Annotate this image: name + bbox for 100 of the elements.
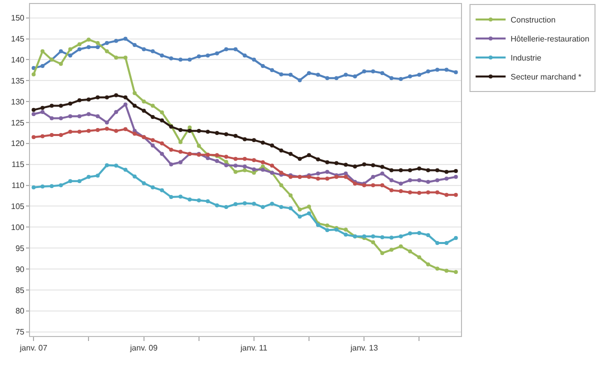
point — [306, 204, 311, 209]
point — [288, 72, 293, 77]
point — [104, 49, 109, 54]
point — [408, 178, 412, 182]
point — [142, 181, 146, 186]
point — [454, 174, 458, 179]
point — [242, 201, 247, 206]
point — [196, 144, 201, 148]
point — [224, 132, 228, 136]
point — [86, 97, 91, 102]
point — [260, 164, 265, 168]
point — [306, 153, 311, 158]
point — [215, 203, 219, 208]
point — [344, 174, 348, 179]
point — [288, 152, 293, 156]
point — [32, 135, 36, 140]
point — [206, 54, 210, 58]
point — [123, 56, 128, 60]
point — [306, 211, 311, 216]
point — [58, 133, 63, 138]
point — [40, 184, 45, 189]
point — [444, 192, 449, 197]
point — [86, 174, 91, 179]
point — [270, 68, 274, 72]
y-tick-label: 105 — [11, 202, 25, 212]
point — [68, 114, 72, 118]
point — [408, 249, 412, 254]
point — [252, 202, 256, 206]
point — [426, 190, 430, 194]
point — [454, 169, 458, 174]
point — [371, 234, 376, 238]
point — [362, 162, 366, 166]
point — [169, 56, 174, 60]
legend-label: Industrie — [510, 54, 542, 63]
point — [344, 162, 348, 167]
point — [58, 104, 63, 108]
point — [316, 72, 320, 77]
point — [398, 182, 403, 186]
point — [389, 188, 394, 192]
x-tick-label: janv. 13 — [349, 344, 378, 353]
point — [398, 244, 403, 248]
point — [68, 47, 72, 52]
point — [160, 141, 164, 146]
point — [371, 174, 376, 179]
point — [96, 114, 100, 118]
point — [86, 112, 91, 116]
point — [260, 168, 265, 172]
point — [40, 134, 45, 138]
point — [352, 164, 357, 168]
point — [389, 168, 394, 172]
y-tick-label: 90 — [15, 264, 25, 274]
point — [371, 183, 376, 188]
point — [58, 183, 63, 188]
point — [417, 231, 422, 236]
x-tick-label: janv. 09 — [129, 344, 158, 353]
point — [58, 116, 63, 120]
legend-label: Hôtellerie-restauration — [510, 34, 590, 44]
y-tick-label: 115 — [12, 160, 25, 170]
point — [150, 185, 155, 190]
point — [288, 206, 293, 210]
point — [325, 170, 330, 174]
point — [68, 179, 72, 184]
point — [123, 127, 128, 132]
y-tick-label: 85 — [15, 286, 25, 295]
point — [398, 234, 403, 238]
point — [389, 248, 394, 252]
point — [417, 166, 422, 171]
point — [334, 76, 338, 80]
point — [32, 112, 36, 116]
point — [68, 130, 72, 134]
point — [224, 160, 228, 164]
point — [279, 148, 284, 153]
point — [398, 168, 403, 172]
point — [114, 164, 118, 168]
point — [325, 160, 330, 164]
point — [96, 45, 100, 50]
point — [426, 69, 430, 74]
point — [426, 180, 430, 184]
point — [389, 236, 394, 240]
point — [260, 64, 265, 68]
point — [408, 231, 412, 236]
point — [40, 49, 45, 54]
point — [454, 192, 458, 197]
point — [196, 198, 201, 202]
point — [380, 251, 384, 256]
point — [234, 47, 238, 52]
point — [160, 110, 164, 114]
point — [444, 68, 449, 72]
point — [444, 170, 449, 174]
point — [234, 156, 238, 161]
point — [242, 137, 247, 142]
point — [32, 66, 36, 70]
point — [224, 163, 228, 168]
point — [417, 255, 422, 260]
point — [132, 174, 137, 178]
y-tick-label: 75 — [15, 328, 25, 337]
point — [58, 49, 63, 54]
point — [114, 93, 118, 98]
point — [380, 235, 384, 240]
point — [380, 164, 384, 169]
